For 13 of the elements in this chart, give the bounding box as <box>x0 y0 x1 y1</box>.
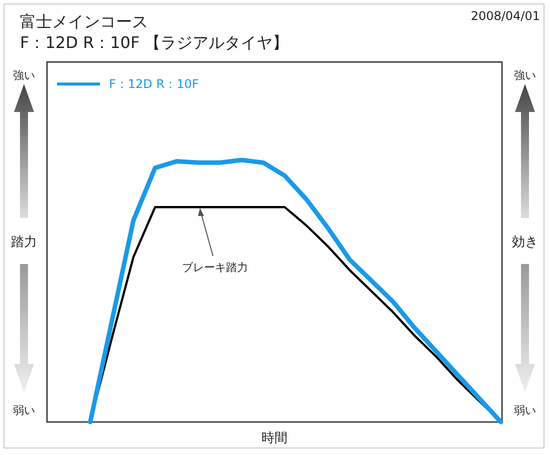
chart-subtitle: F：12D R：10F 【ラジアルタイヤ】 <box>20 33 289 52</box>
annotation: 強い <box>514 69 536 82</box>
x-axis-title: 時間 <box>262 431 288 446</box>
annotation: 2008/04/01 <box>470 9 540 23</box>
annotation: 強い <box>13 69 35 82</box>
y2-axis-title: 効き <box>512 235 538 250</box>
legend: F：12D R：10F <box>57 77 199 91</box>
annotation: ブレーキ踏力 <box>182 261 248 274</box>
legend-label: F：12D R：10F <box>109 77 199 91</box>
chart-title: 富士メインコース <box>20 12 148 31</box>
annotation: 弱い <box>514 404 536 417</box>
y-axis-title: 踏力 <box>11 235 37 250</box>
annotation: 弱い <box>13 404 35 417</box>
